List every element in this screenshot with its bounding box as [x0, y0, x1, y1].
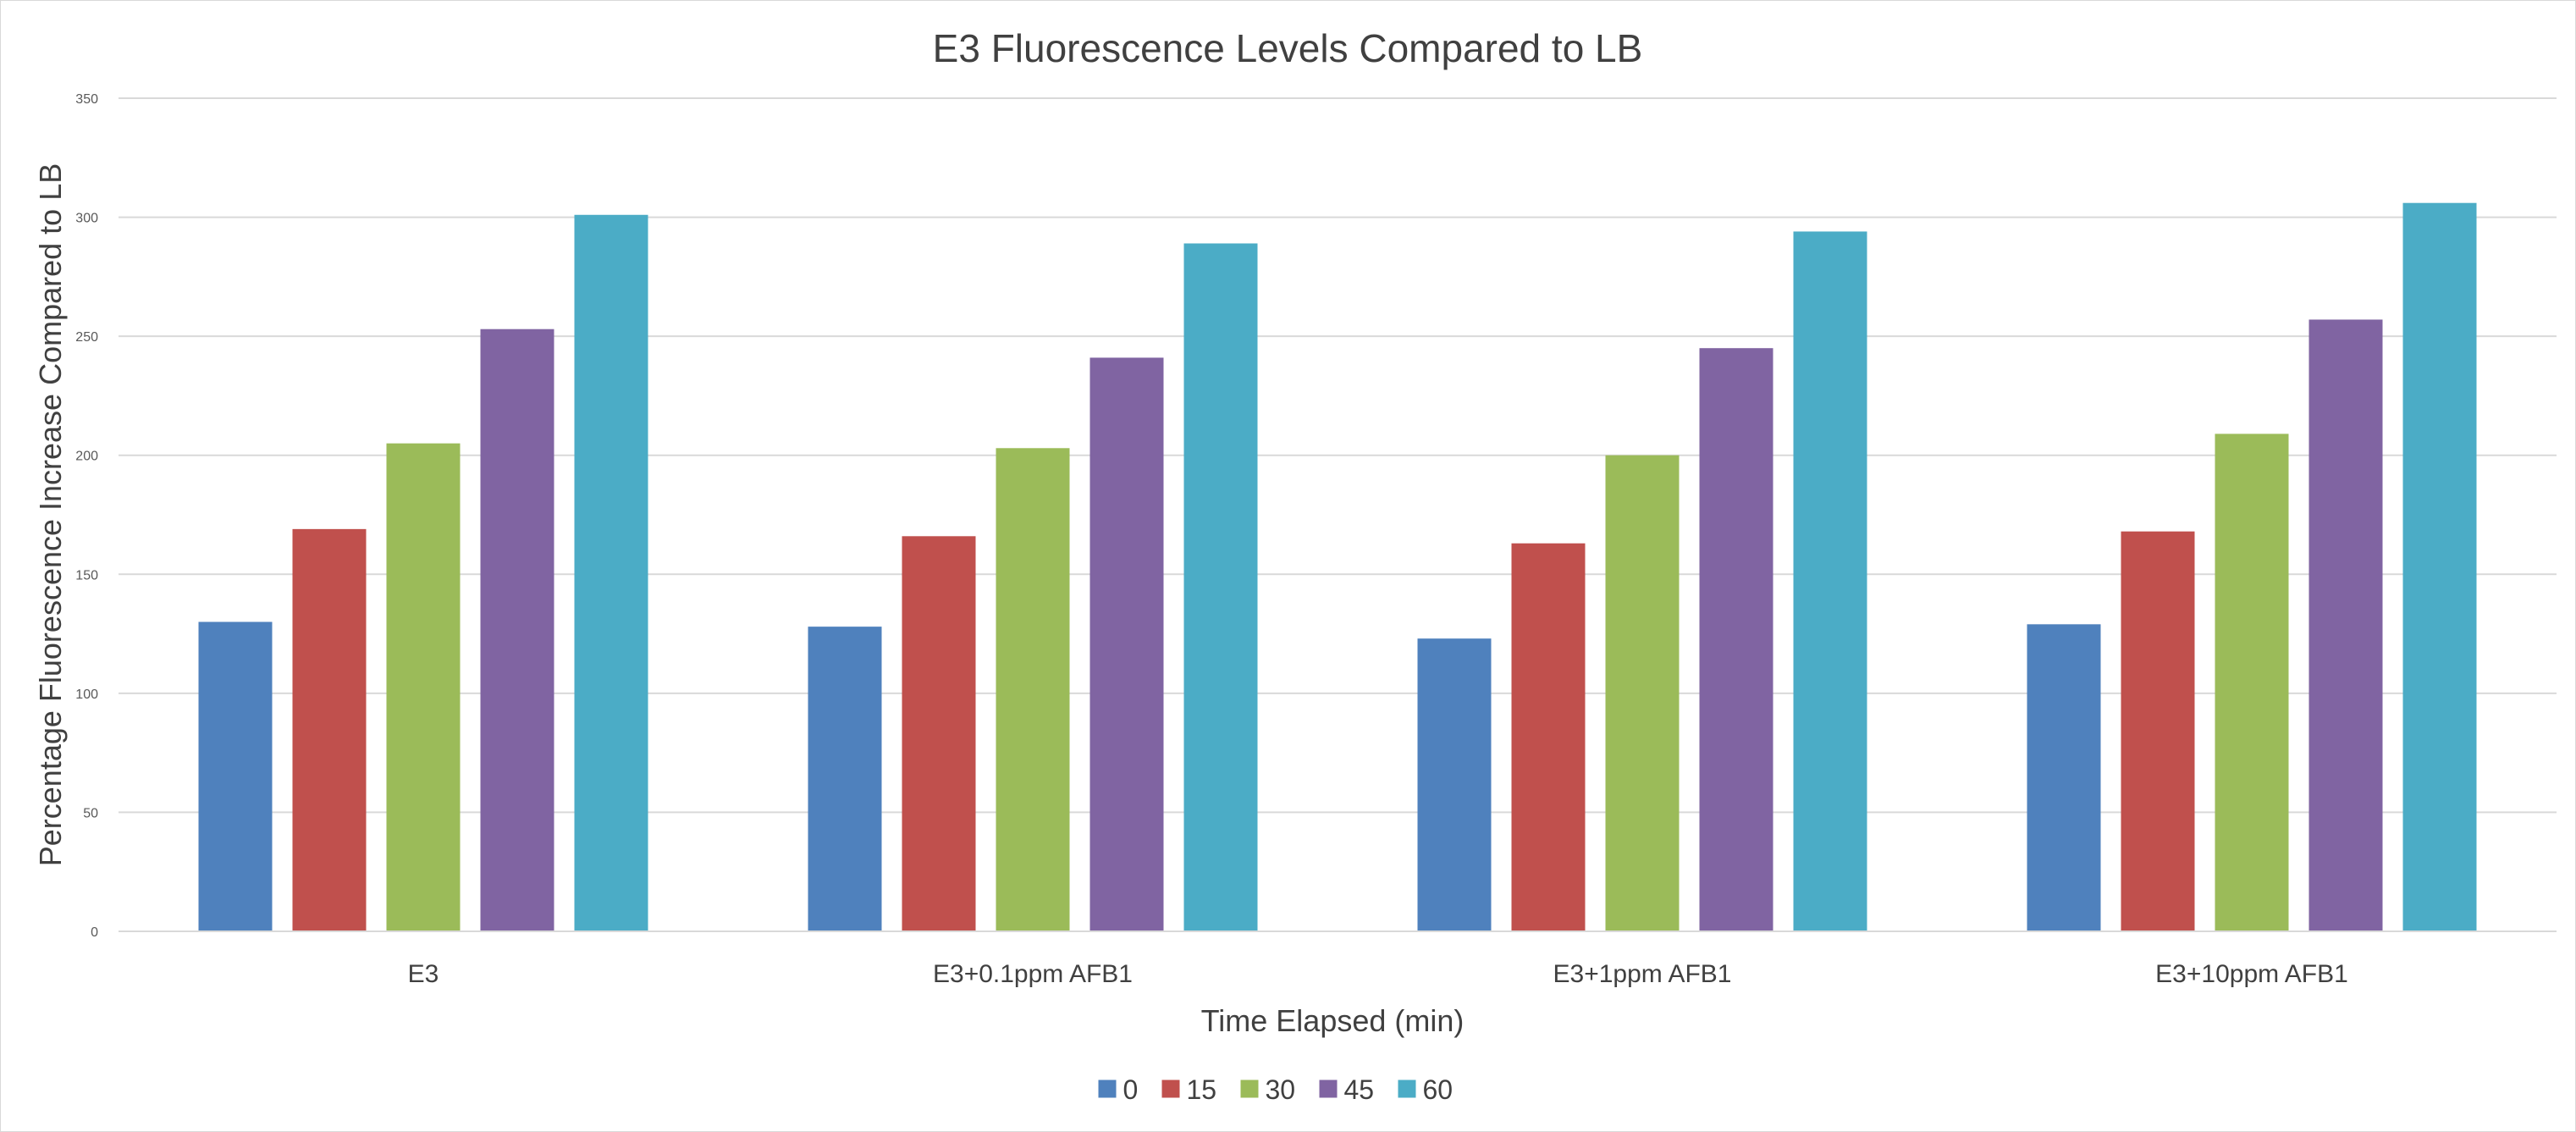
- y-tick-label: 0: [91, 925, 98, 940]
- bar-3-series-30: [2215, 433, 2289, 931]
- legend-label: 60: [1423, 1074, 1453, 1105]
- y-tick-label: 350: [75, 92, 98, 107]
- bar-0-series-60: [574, 214, 648, 931]
- chart-title: E3 Fluorescence Levels Compared to LB: [933, 26, 1643, 70]
- legend-label: 15: [1187, 1074, 1217, 1105]
- bar-2-series-30: [1605, 455, 1680, 931]
- bar-1-series-15: [902, 536, 976, 931]
- y-tick-label: 200: [75, 450, 98, 464]
- y-tick-label: 100: [75, 687, 98, 702]
- bar-2-series-60: [1793, 231, 1867, 931]
- bar-0-series-15: [292, 528, 367, 931]
- y-tick-label: 300: [75, 212, 98, 226]
- legend-swatch-15: [1161, 1080, 1180, 1098]
- x-tick-label: E3+10ppm AFB1: [2155, 960, 2348, 988]
- bar-1-series-0: [808, 627, 882, 931]
- bar-2-series-15: [1511, 543, 1586, 931]
- bar-0-series-0: [198, 621, 273, 931]
- x-tick-label: E3+1ppm AFB1: [1553, 960, 1732, 988]
- bar-2-series-45: [1699, 348, 1773, 931]
- legend-label: 45: [1344, 1074, 1375, 1105]
- bar-2-series-0: [1417, 638, 1492, 931]
- y-tick-label: 50: [83, 806, 98, 820]
- x-tick-label: E3+0.1ppm AFB1: [933, 960, 1133, 988]
- bar-1-series-60: [1183, 243, 1258, 931]
- bar-1-series-30: [996, 448, 1070, 931]
- x-tick-labels: E3 E3+0.1ppm AFB1 E3+1ppm AFB1 E3+10ppm AFB…: [408, 960, 2348, 988]
- y-tick-label: 150: [75, 568, 98, 583]
- y-tick-labels: 0 50 100 150 200 250 300 350: [75, 92, 98, 940]
- bar-0-series-30: [386, 443, 461, 931]
- bar-0-series-45: [480, 329, 554, 931]
- legend-label: 0: [1123, 1074, 1139, 1105]
- y-tick-label: 250: [75, 330, 98, 345]
- legend: 0 15 30 45 60: [1098, 1074, 1453, 1105]
- bar-3-series-60: [2402, 202, 2477, 931]
- legend-swatch-30: [1240, 1080, 1259, 1098]
- bar-3-series-15: [2121, 531, 2195, 931]
- legend-swatch-60: [1398, 1080, 1416, 1098]
- legend-label: 30: [1266, 1074, 1296, 1105]
- bars: [198, 202, 2477, 932]
- y-axis-title: Percentage Fluorescence Increase Compare…: [33, 163, 68, 866]
- x-axis-title: Time Elapsed (min): [1201, 1003, 1465, 1038]
- legend-swatch-45: [1319, 1080, 1338, 1098]
- x-tick-label: E3: [408, 960, 439, 988]
- legend-swatch-0: [1098, 1080, 1117, 1098]
- bar-3-series-0: [2027, 624, 2101, 931]
- bar-1-series-45: [1089, 357, 1164, 932]
- bar-3-series-45: [2308, 319, 2383, 931]
